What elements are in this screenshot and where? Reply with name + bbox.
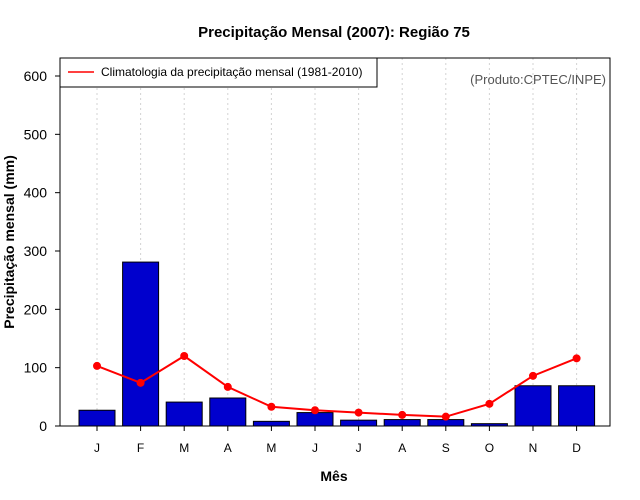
climatology-point-3	[180, 352, 189, 360]
climatology-point-6	[311, 406, 319, 415]
legend-box	[59, 57, 378, 88]
y-tick-label: 300	[24, 243, 48, 259]
x-axis-label: Mês	[320, 468, 347, 484]
y-tick-label: 600	[24, 68, 48, 84]
x-tick-label: A	[398, 441, 406, 455]
climatology-point-8	[398, 410, 407, 419]
bar-series	[78, 261, 596, 427]
x-tick-label: O	[485, 441, 494, 455]
x-tick-label: M	[179, 441, 189, 455]
grid-lines	[96, 58, 578, 426]
y-axis: 0 100 200 300 400 500 600	[24, 68, 60, 434]
bar-a-8	[383, 419, 421, 427]
chart-title: Precipitação Mensal (2007): Região 75	[198, 24, 470, 41]
bar-m-5	[252, 420, 290, 427]
credit-annotation: (Produto:CPTEC/INPE)	[470, 72, 606, 87]
x-tick-label: N	[529, 441, 538, 455]
y-tick-label: 100	[24, 360, 48, 376]
y-axis-label: Precipitação mensal (mm)	[1, 155, 17, 329]
bar-d-12	[558, 385, 596, 427]
climatology-point-7	[354, 408, 363, 417]
bar-j-6	[296, 412, 334, 427]
y-tick-label: 400	[24, 185, 48, 201]
x-tick-label: A	[224, 441, 232, 455]
bar-a-4	[209, 397, 247, 427]
climatology-series	[93, 352, 581, 421]
x-tick-label: D	[572, 441, 581, 455]
climatology-point-5	[267, 402, 276, 411]
x-tick-label: M	[266, 441, 276, 455]
bar-f-2	[122, 261, 160, 427]
x-tick-label: J	[94, 441, 100, 455]
bar-m-3	[165, 401, 203, 427]
bar-j-1	[78, 409, 116, 427]
legend-label: Climatologia da precipitação mensal (198…	[101, 65, 362, 79]
legend: Climatologia da precipitação mensal (198…	[59, 57, 378, 88]
y-tick-label: 0	[39, 418, 47, 434]
x-tick-label: J	[312, 441, 318, 455]
bar-j-7	[340, 419, 378, 427]
y-tick-label: 200	[24, 301, 48, 317]
y-tick-label: 500	[24, 126, 48, 142]
x-tick-label: J	[356, 441, 362, 455]
climatology-point-11	[529, 371, 537, 380]
climatology-point-4	[223, 382, 232, 391]
climatology-point-2	[136, 378, 145, 387]
climatology-point-12	[572, 354, 581, 363]
climatology-line	[96, 354, 577, 418]
climatology-point-1	[93, 361, 101, 370]
climatology-point-10	[485, 399, 494, 408]
x-tick-label: F	[137, 441, 144, 455]
bar-n-11	[514, 385, 552, 427]
x-tick-label: S	[442, 441, 450, 455]
climatology-point-9	[441, 412, 450, 421]
